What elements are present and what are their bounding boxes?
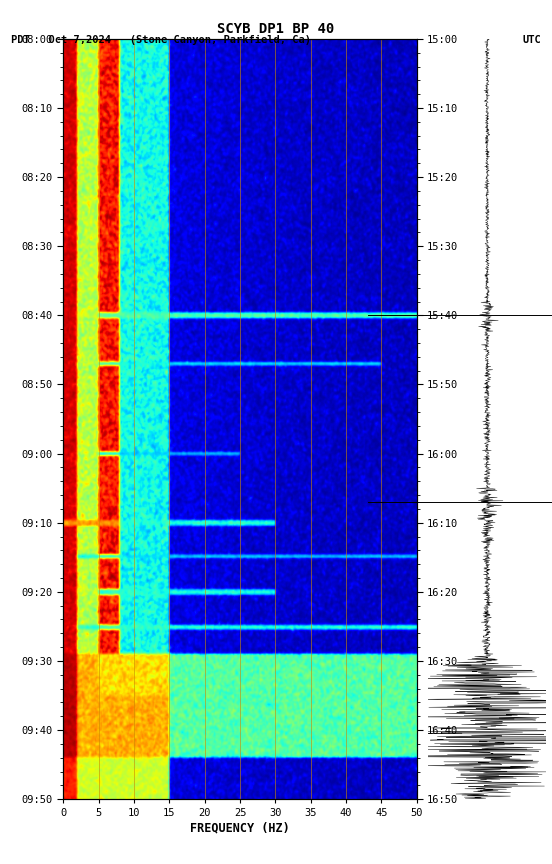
Text: SCYB DP1 BP 40: SCYB DP1 BP 40 (217, 22, 335, 35)
Text: PDT   Oct 7,2024   (Stone Canyon, Parkfield, Ca): PDT Oct 7,2024 (Stone Canyon, Parkfield,… (11, 35, 311, 45)
Text: UTC: UTC (522, 35, 541, 45)
X-axis label: FREQUENCY (HZ): FREQUENCY (HZ) (190, 821, 290, 834)
